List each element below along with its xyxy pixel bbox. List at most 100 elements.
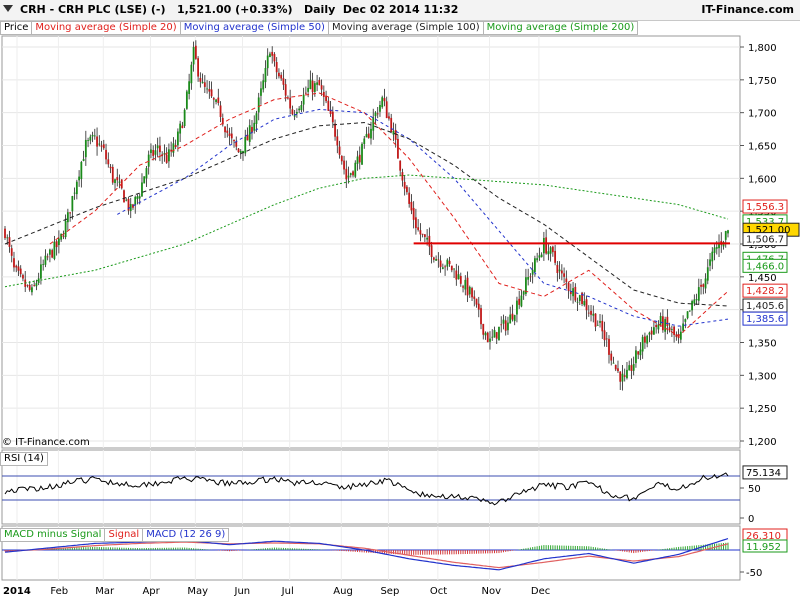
candle-body xyxy=(462,286,464,288)
brand-name: IT-Finance.com xyxy=(701,3,794,16)
candle-body xyxy=(197,58,199,77)
candle-body xyxy=(504,320,507,331)
x-tick-label: Sep xyxy=(380,586,399,597)
candle-body xyxy=(66,212,69,223)
candle-body xyxy=(4,228,6,239)
candle-body xyxy=(248,125,251,142)
candle-body xyxy=(28,284,31,290)
candle-body xyxy=(594,313,597,327)
candle-body xyxy=(163,153,166,155)
candle-body xyxy=(37,278,40,283)
candle-body xyxy=(31,287,33,293)
rsi-line xyxy=(4,472,729,506)
candle-body xyxy=(679,331,682,340)
candle-body xyxy=(381,97,384,108)
candle-body xyxy=(331,111,334,123)
candle-body xyxy=(686,311,689,319)
candle-body xyxy=(224,126,226,133)
candle-body xyxy=(340,155,343,162)
candle-body xyxy=(49,249,51,255)
candle-body xyxy=(322,91,325,97)
candle-body xyxy=(423,234,426,237)
candle-body xyxy=(711,251,714,262)
candle-body xyxy=(646,335,649,344)
price-y-tick-label: 1,250 xyxy=(748,404,777,415)
price-legend: Price Moving average (Simple 20) Moving … xyxy=(0,21,639,35)
macd-hist-label[interactable]: MACD minus Signal xyxy=(0,528,106,542)
candle-body xyxy=(271,51,274,56)
candle-body xyxy=(437,259,440,261)
candle-body xyxy=(329,109,332,114)
candle-body xyxy=(255,113,258,124)
candle-body xyxy=(311,80,314,93)
macd-label[interactable]: MACD (12 26 9) xyxy=(142,528,230,542)
candle-body xyxy=(522,291,525,295)
rsi-value-label: 75.134 xyxy=(746,468,781,479)
macd-line xyxy=(4,538,729,571)
candle-body xyxy=(684,319,687,322)
candle-body xyxy=(446,259,449,267)
candle-body xyxy=(617,368,619,372)
candle-body xyxy=(718,242,720,249)
macd-signal-label[interactable]: Signal xyxy=(104,528,144,542)
candle-body xyxy=(217,97,220,104)
candle-body xyxy=(554,250,557,263)
candle-body xyxy=(246,134,249,141)
candle-body xyxy=(80,161,83,180)
candle-body xyxy=(670,329,673,330)
candle-body xyxy=(376,113,379,115)
x-tick-label: Oct xyxy=(430,586,447,597)
rsi-label[interactable]: RSI (14) xyxy=(0,452,48,466)
candle-body xyxy=(363,138,366,144)
dropdown-triangle-icon[interactable] xyxy=(3,5,13,12)
ma20-line xyxy=(49,92,729,337)
candle-body xyxy=(567,282,570,291)
candle-body xyxy=(278,72,280,77)
candle-body xyxy=(473,296,476,299)
candle-body xyxy=(704,278,707,289)
candle-body xyxy=(448,260,451,265)
candle-body xyxy=(621,373,624,382)
candle-body xyxy=(464,279,467,290)
candle-body xyxy=(156,145,159,149)
candle-body xyxy=(713,247,716,253)
candle-body xyxy=(513,315,516,322)
ma100-line xyxy=(4,121,729,307)
legend-ma200[interactable]: Moving average (Simple 200) xyxy=(482,21,639,35)
candle-body xyxy=(116,177,119,181)
candle-body xyxy=(235,141,238,147)
candle-body xyxy=(394,129,397,140)
chart-header-bar: CRH - CRH PLC (LSE) (-) 1,521.00 (+0.33%… xyxy=(0,0,800,21)
candle-body xyxy=(181,125,184,129)
candle-body xyxy=(455,270,458,280)
candle-body xyxy=(484,332,487,336)
candle-body xyxy=(695,299,698,301)
candle-body xyxy=(590,310,592,315)
candle-body xyxy=(614,364,617,370)
candle-body xyxy=(96,136,98,147)
candle-body xyxy=(84,139,87,158)
candle-body xyxy=(657,324,660,330)
candle-body xyxy=(269,53,271,57)
candle-body xyxy=(493,330,496,338)
candle-body xyxy=(547,251,550,255)
candle-body xyxy=(558,269,561,272)
candle-body xyxy=(141,182,143,197)
candle-body xyxy=(468,286,471,295)
legend-ma20[interactable]: Moving average (Simple 20) xyxy=(31,21,181,35)
candle-body xyxy=(630,365,633,372)
candle-body xyxy=(414,217,417,229)
candle-body xyxy=(242,150,244,154)
candle-body xyxy=(392,130,395,135)
candle-body xyxy=(379,104,381,112)
candle-body xyxy=(212,98,215,100)
ma200-line xyxy=(4,174,729,288)
candle-body xyxy=(302,94,305,105)
candle-body xyxy=(619,371,622,382)
value-badge-label: 1,556.3 xyxy=(746,202,784,213)
candle-body xyxy=(466,277,469,296)
candle-body xyxy=(518,298,521,305)
candle-body xyxy=(572,288,574,297)
candle-body xyxy=(174,145,177,148)
